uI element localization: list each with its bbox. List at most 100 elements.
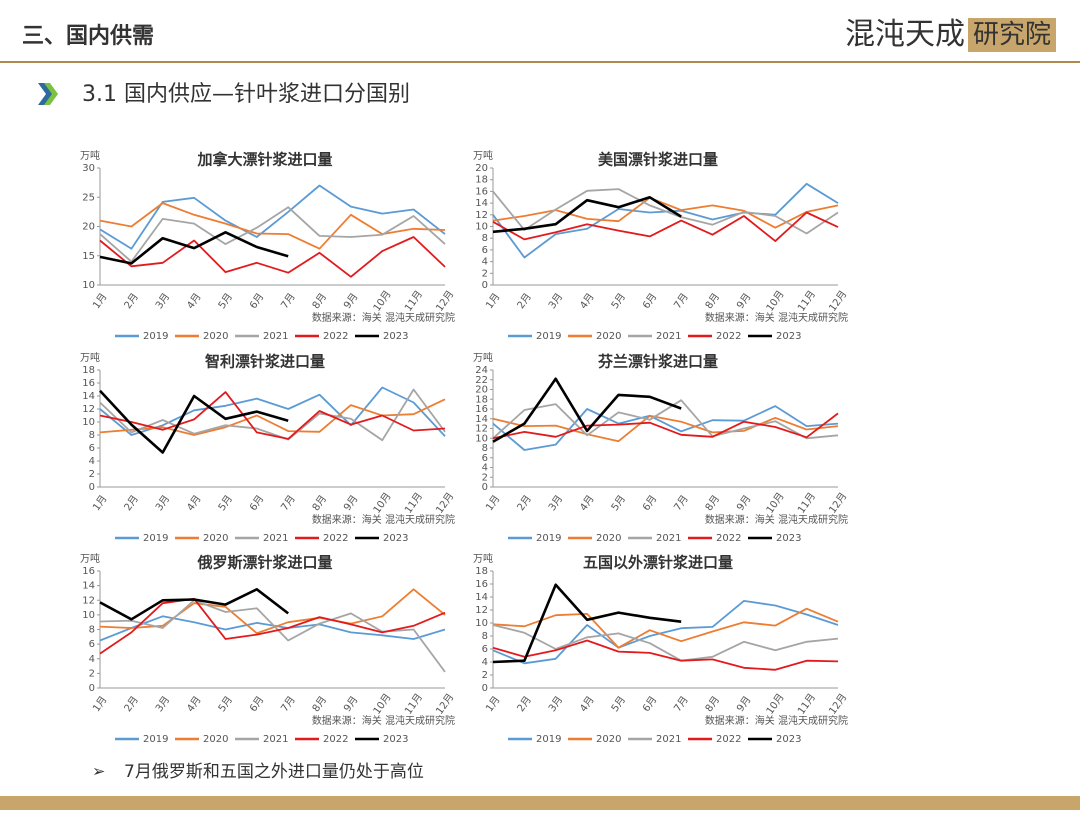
x-tick-label: 4月: [184, 694, 203, 714]
legend-label: 2022: [716, 533, 741, 544]
legend-label: 2021: [263, 331, 288, 342]
x-tick-label: 6月: [640, 694, 659, 714]
y-unit: 万吨: [80, 552, 100, 565]
y-tick-label: 16: [475, 186, 488, 197]
source-note: 数据来源：海关 混沌天成研究院: [312, 714, 455, 727]
y-tick-label: 4: [482, 463, 488, 474]
legend-label: 2021: [656, 533, 681, 544]
y-tick-label: 16: [475, 579, 488, 590]
x-tick-label: 3月: [546, 291, 565, 311]
source-note: 数据来源：海关 混沌天成研究院: [705, 714, 848, 727]
legend-label: 2019: [536, 331, 561, 342]
legend-label: 2020: [203, 734, 228, 745]
y-tick-label: 6: [89, 639, 95, 650]
chart-title: 加拿大漂针浆进口量: [196, 151, 332, 169]
x-tick-label: 5月: [609, 493, 628, 513]
chart: 万吨 五国以外漂针浆进口量 0 2 4 6 8 10 12 14 16 18 1月 2月 3月 4月 5月 6月 7…: [473, 552, 849, 745]
x-tick-label: 1月: [483, 493, 502, 513]
legend-label: 2020: [596, 533, 621, 544]
x-tick-label: 6月: [247, 291, 266, 311]
y-tick-label: 8: [482, 443, 488, 454]
x-tick-label: 3月: [153, 291, 172, 311]
y-tick-label: 14: [475, 592, 488, 603]
chart: 万吨 俄罗斯漂针浆进口量 0 2 4 6 8 10 12 14 16 1月 2月 3月 4月 5月 6月 7月 8月…: [80, 552, 456, 745]
x-tick-label: 8月: [310, 694, 329, 714]
legend-label: 2021: [263, 734, 288, 745]
legend-label: 2021: [263, 533, 288, 544]
legend-label: 2023: [776, 734, 801, 745]
x-tick-label: 6月: [640, 291, 659, 311]
note-marker: ➢: [92, 762, 105, 781]
subtitle: 3.1 国内供应—针叶浆进口分国别: [82, 82, 410, 107]
y-tick-label: 10: [82, 280, 95, 291]
y-tick-label: 12: [475, 424, 488, 435]
y-tick-label: 16: [82, 566, 95, 577]
x-tick-label: 11月: [795, 288, 818, 314]
x-tick-label: 1月: [90, 493, 109, 513]
y-tick-label: 12: [82, 404, 95, 415]
legend-label: 2022: [323, 331, 348, 342]
y-tick-label: 14: [82, 391, 95, 402]
series-line: [99, 597, 446, 655]
x-tick-label: 2月: [122, 291, 141, 311]
chart-title: 美国漂针浆进口量: [598, 151, 718, 169]
series-line: [99, 588, 446, 635]
source-note: 数据来源：海关 混沌天成研究院: [312, 311, 455, 324]
x-tick-label: 3月: [153, 694, 172, 714]
y-tick-label: 4: [482, 657, 488, 668]
series-line: [99, 184, 446, 250]
y-tick-label: 0: [89, 683, 95, 694]
series-line: [99, 388, 446, 442]
y-unit: 万吨: [473, 149, 493, 162]
x-tick-label: 11月: [402, 691, 425, 717]
legend-label: 2020: [203, 331, 228, 342]
x-tick-label: 8月: [310, 493, 329, 513]
series-line: [492, 196, 682, 234]
x-tick-label: 8月: [703, 694, 722, 714]
y-tick-label: 2: [482, 268, 488, 279]
y-tick-label: 8: [482, 631, 488, 642]
section-title: 三、国内供需: [22, 23, 154, 49]
legend-label: 2023: [776, 331, 801, 342]
y-tick-label: 14: [82, 581, 95, 592]
x-tick-label: 6月: [247, 694, 266, 714]
x-tick-label: 4月: [184, 493, 203, 513]
y-tick-label: 14: [475, 414, 488, 425]
y-tick-label: 8: [89, 625, 95, 636]
x-tick-label: 1月: [483, 694, 502, 714]
x-tick-label: 7月: [672, 694, 691, 714]
y-tick-label: 10: [82, 417, 95, 428]
chart-title: 智利漂针浆进口量: [205, 353, 325, 371]
x-tick-label: 10月: [764, 288, 787, 314]
y-tick-label: 18: [475, 175, 488, 186]
chart-title: 五国以外漂针浆进口量: [583, 554, 733, 572]
y-tick-label: 12: [475, 210, 488, 221]
x-tick-label: 7月: [672, 493, 691, 513]
source-note: 数据来源：海关 混沌天成研究院: [705, 311, 848, 324]
y-tick-label: 2: [482, 670, 488, 681]
y-tick-label: 6: [482, 644, 488, 655]
x-tick-label: 5月: [609, 694, 628, 714]
x-tick-label: 4月: [184, 291, 203, 311]
y-tick-label: 10: [82, 610, 95, 621]
y-tick-label: 6: [482, 453, 488, 464]
x-tick-label: 7月: [279, 694, 298, 714]
y-unit: 万吨: [473, 552, 493, 565]
x-tick-label: 3月: [546, 493, 565, 513]
chart: 万吨 加拿大漂针浆进口量 10 15 20 25 30 1月 2月 3月 4月 5月 6月 7月 8月 9月 1…: [80, 149, 456, 342]
x-tick-label: 9月: [341, 493, 360, 513]
series-line: [99, 391, 446, 440]
x-tick-label: 12月: [434, 691, 457, 717]
y-tick-label: 0: [482, 280, 488, 291]
y-tick-label: 4: [89, 456, 95, 467]
x-tick-label: 11月: [402, 490, 425, 516]
series-line: [492, 377, 682, 443]
x-tick-label: 7月: [672, 291, 691, 311]
series-line: [492, 399, 839, 440]
legend-label: 2022: [716, 331, 741, 342]
y-tick-label: 18: [475, 394, 488, 405]
y-tick-label: 4: [482, 257, 488, 268]
x-tick-label: 3月: [153, 493, 172, 513]
